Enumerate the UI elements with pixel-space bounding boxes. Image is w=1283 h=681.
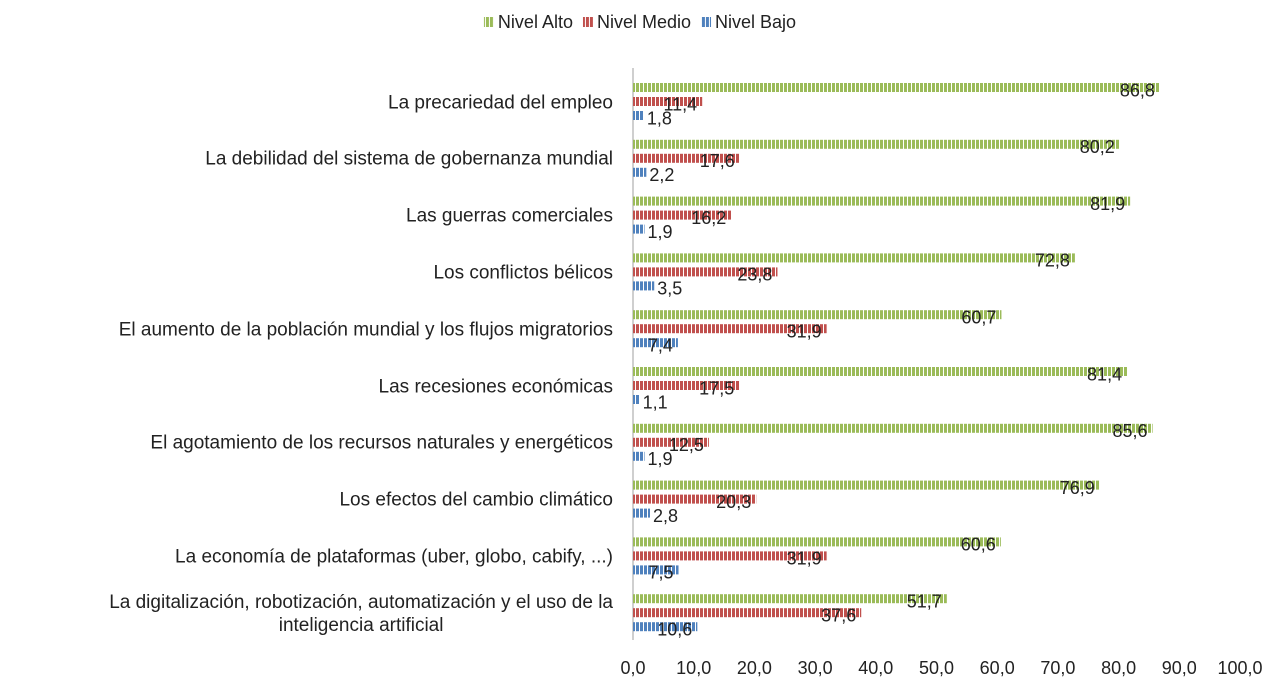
data-label: 81,9 [1090, 194, 1125, 214]
bar [633, 310, 1002, 320]
data-label: 60,6 [961, 535, 996, 555]
category-text: La economía de plataformas (uber, globo,… [175, 546, 613, 568]
x-tick-label: 90,0 [1162, 658, 1197, 678]
x-tick-label: 70,0 [1040, 658, 1075, 678]
data-label: 16,2 [691, 208, 726, 228]
data-label: 3,5 [657, 279, 682, 299]
category-label: Las guerras comerciales [406, 205, 613, 228]
bar [633, 139, 1120, 149]
data-label: 81,4 [1087, 364, 1122, 384]
data-label: 20,3 [716, 492, 751, 512]
data-label: 1,9 [648, 449, 673, 469]
legend-swatch [483, 17, 494, 27]
bar [633, 338, 678, 348]
category-text: Los conflictos bélicos [433, 262, 613, 284]
category-label: El aumento de la población mundial y los… [119, 318, 613, 341]
category-text: Las recesiones económicas [378, 376, 613, 397]
data-label: 86,8 [1120, 80, 1155, 100]
bar [633, 253, 1075, 263]
data-label: 17,6 [700, 151, 735, 171]
x-tick-label: 0,0 [620, 658, 645, 678]
data-label: 10,6 [657, 619, 692, 639]
category-text: La debilidad del sistema de gobernanza m… [205, 148, 613, 170]
legend-label: Nivel Medio [597, 12, 691, 32]
data-label: 1,9 [648, 222, 673, 242]
legend-label: Nivel Alto [498, 12, 573, 32]
bar [633, 395, 640, 404]
data-label: 1,1 [643, 392, 668, 412]
bar [633, 423, 1153, 433]
data-label: 31,9 [787, 321, 822, 341]
category-label: La precariedad del empleo [388, 91, 613, 114]
bar [633, 437, 709, 447]
bar [633, 281, 655, 291]
bar [633, 451, 645, 461]
data-label: 12,5 [669, 435, 704, 455]
bar [633, 196, 1131, 206]
bar [633, 565, 679, 575]
bar [633, 480, 1100, 490]
data-label: 80,2 [1080, 137, 1115, 157]
data-label: 1,8 [647, 108, 672, 128]
category-label: Las recesiones económicas [379, 375, 613, 398]
bar [633, 224, 645, 234]
data-label: 7,5 [648, 563, 673, 583]
bar [633, 210, 732, 220]
category-label: La digitalización, robotización, automat… [109, 591, 613, 637]
legend-label: Nivel Bajo [715, 12, 796, 32]
category-label: El agotamiento de los recursos naturales… [150, 432, 613, 455]
category-text: Los efectos del cambio climático [339, 489, 613, 511]
bar [633, 97, 703, 106]
bar [633, 153, 740, 163]
data-label: 76,9 [1060, 478, 1095, 498]
x-tick-label: 60,0 [980, 658, 1015, 678]
x-tick-label: 40,0 [858, 658, 893, 678]
x-tick-label: 100,0 [1217, 658, 1262, 678]
bar [633, 381, 740, 390]
bar [633, 608, 862, 618]
data-label: 2,2 [649, 165, 674, 185]
bar [633, 508, 650, 518]
legend-swatch [582, 17, 593, 27]
data-label: 72,8 [1035, 251, 1070, 271]
bar [633, 367, 1128, 376]
x-tick-label: 30,0 [798, 658, 833, 678]
category-text: El aumento de la población mundial y los… [118, 319, 613, 341]
legend-swatch [701, 17, 712, 27]
data-label: 17,5 [699, 378, 734, 398]
data-label: 11,4 [663, 94, 697, 114]
x-tick-label: 50,0 [919, 658, 954, 678]
category-text: La digitalización, robotización, automat… [109, 591, 613, 636]
data-label: 7,4 [648, 335, 673, 355]
data-label: 23,8 [737, 265, 772, 285]
data-label: 85,6 [1113, 421, 1148, 441]
bar [633, 167, 647, 177]
category-label: Los efectos del cambio climático [339, 489, 613, 512]
category-label: La economía de plataformas (uber, globo,… [175, 545, 613, 568]
bar [633, 494, 757, 504]
bar [633, 594, 947, 604]
bar [633, 551, 827, 561]
category-label: Los conflictos bélicos [433, 261, 613, 284]
category-text: El agotamiento de los recursos naturales… [150, 432, 613, 454]
category-label: La debilidad del sistema de gobernanza m… [205, 148, 613, 171]
data-label: 60,7 [961, 307, 996, 327]
data-label: 51,7 [907, 591, 942, 611]
data-label: 2,8 [653, 506, 678, 526]
x-tick-label: 20,0 [737, 658, 772, 678]
bar [633, 83, 1160, 92]
x-tick-label: 10,0 [676, 658, 711, 678]
bar [633, 324, 827, 334]
x-tick-label: 80,0 [1101, 658, 1136, 678]
bar [633, 622, 698, 632]
category-text: Las guerras comerciales [406, 205, 613, 227]
data-label: 31,9 [787, 549, 822, 569]
data-label: 37,6 [821, 605, 856, 625]
category-text: La precariedad del empleo [388, 92, 613, 113]
bar [633, 111, 644, 120]
bar [633, 267, 778, 277]
bar [633, 537, 1001, 547]
